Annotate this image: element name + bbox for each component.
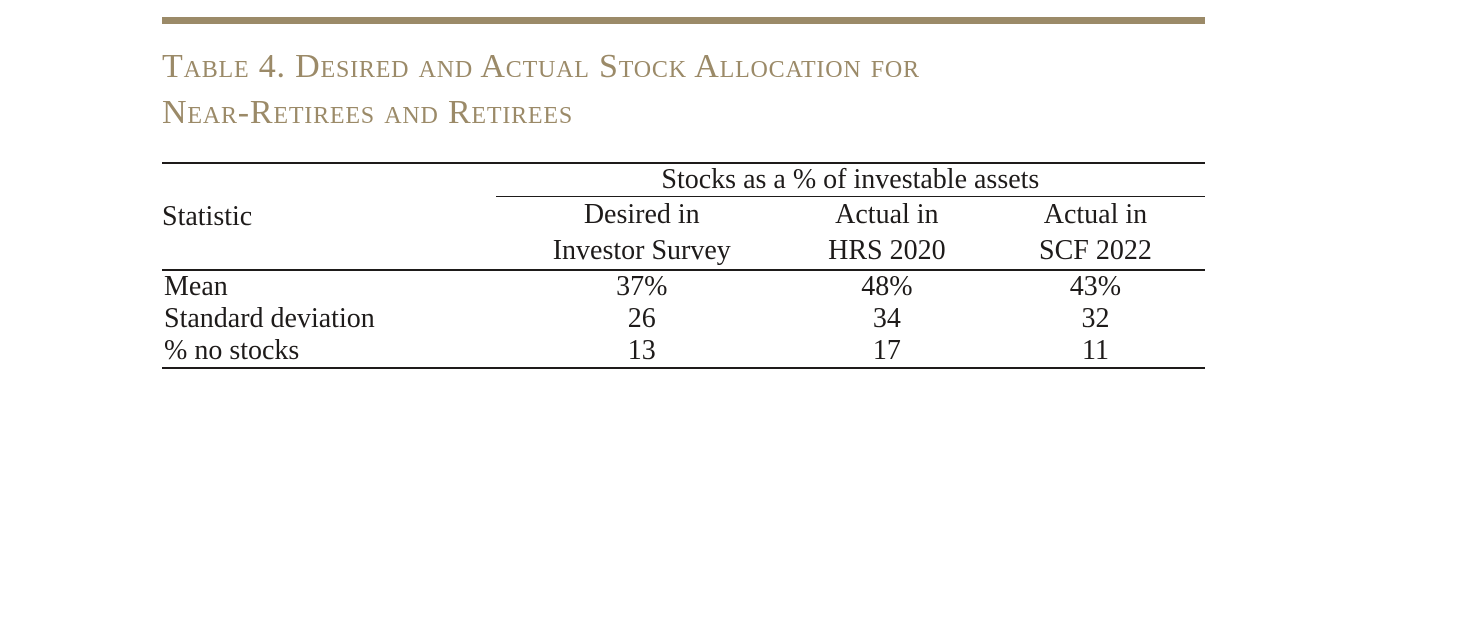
col-header-line: Desired in [583, 199, 700, 230]
table-row-mean: Mean 37% 48% 43% [162, 270, 1205, 303]
cell-value: 32 [1081, 303, 1110, 334]
row-label: Mean [164, 271, 228, 302]
table-row-standard-deviation: Standard deviation 26 34 32 [162, 303, 1205, 335]
col-header-line: HRS 2020 [828, 235, 946, 266]
table-caption-line-1: Table 4. Desired and Actual Stock Alloca… [162, 48, 920, 85]
row-label: % no stocks [164, 335, 300, 366]
cell-value: 11 [1081, 335, 1109, 366]
col-header-actual-scf-2022: Actual in SCF 2022 [985, 196, 1205, 271]
span-header-row: Statistic Stocks as a % of investable as… [162, 163, 1205, 271]
cell-value: 34 [872, 303, 901, 334]
table-caption-line-2: Near-Retirees and Retirees [162, 94, 574, 131]
table-body: Mean 37% 48% 43% Standard deviation 26 3… [162, 270, 1205, 368]
span-header-stocks-pct: Stocks as a % of investable assets [495, 163, 1205, 197]
row-label: Standard deviation [164, 303, 375, 334]
col-header-line: SCF 2022 [1039, 235, 1152, 266]
cell-value: 37% [616, 271, 668, 302]
table-caption: Table 4. Desired and Actual Stock Alloca… [162, 44, 1205, 136]
stub-header-statistic: Statistic [162, 163, 496, 271]
cell-value: 17 [872, 335, 901, 366]
col-header-line: Investor Survey [552, 235, 731, 266]
cell-value: 43% [1069, 271, 1122, 302]
stock-allocation-table: Statistic Stocks as a % of investable as… [162, 162, 1205, 369]
column-header-row: Desired in Investor Survey Actual in HRS… [162, 196, 1205, 271]
col-header-line: Actual in [1043, 199, 1148, 230]
table-header: Statistic Stocks as a % of investable as… [162, 163, 1205, 271]
accent-rule [162, 17, 1205, 24]
page: Table 4. Desired and Actual Stock Alloca… [162, 17, 1205, 369]
cell-value: 26 [627, 303, 656, 334]
cell-value: 48% [861, 271, 913, 302]
col-header-line: Actual in [835, 199, 939, 230]
cell-value: 13 [627, 335, 656, 366]
col-header-desired-investor-survey: Desired in Investor Survey [495, 196, 788, 271]
table-row-pct-no-stocks: % no stocks 13 17 11 [162, 335, 1205, 368]
col-header-actual-hrs-2020: Actual in HRS 2020 [787, 196, 986, 271]
